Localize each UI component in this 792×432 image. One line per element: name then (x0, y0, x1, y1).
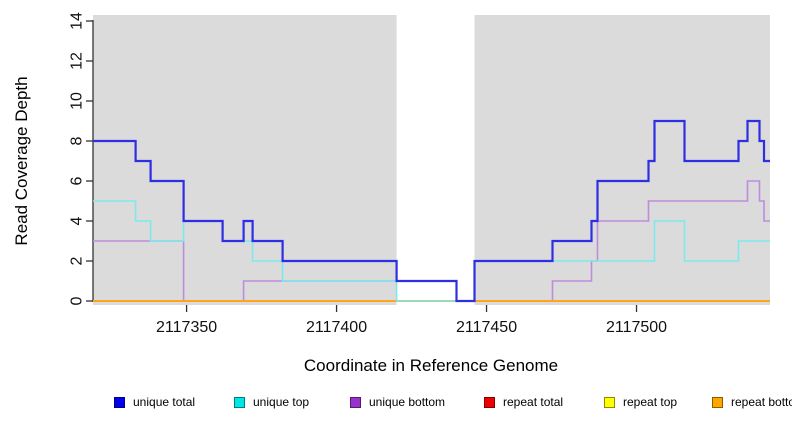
x-tick-label: 2117350 (156, 319, 217, 336)
x-tick-label: 2117400 (306, 319, 367, 336)
y-axis-title: Read Coverage Depth (12, 76, 31, 245)
y-tick-label: 14 (69, 12, 86, 30)
y-tick-label: 12 (69, 52, 86, 70)
y-tick-label: 6 (69, 176, 86, 185)
y-tick-label: 0 (69, 296, 86, 305)
y-tick-label: 10 (69, 92, 86, 110)
y-tick-label: 8 (69, 136, 86, 145)
y-tick-label: 2 (69, 256, 86, 265)
series-line-unique-top (93, 200, 770, 302)
x-tick-label: 2117500 (606, 319, 667, 336)
x-tick-label: 2117450 (456, 319, 517, 336)
x-axis-title: Coordinate in Reference Genome (304, 356, 558, 375)
y-tick-label: 4 (69, 216, 86, 225)
series-line-unique-total (93, 119, 770, 303)
no-data-band (396, 15, 475, 305)
